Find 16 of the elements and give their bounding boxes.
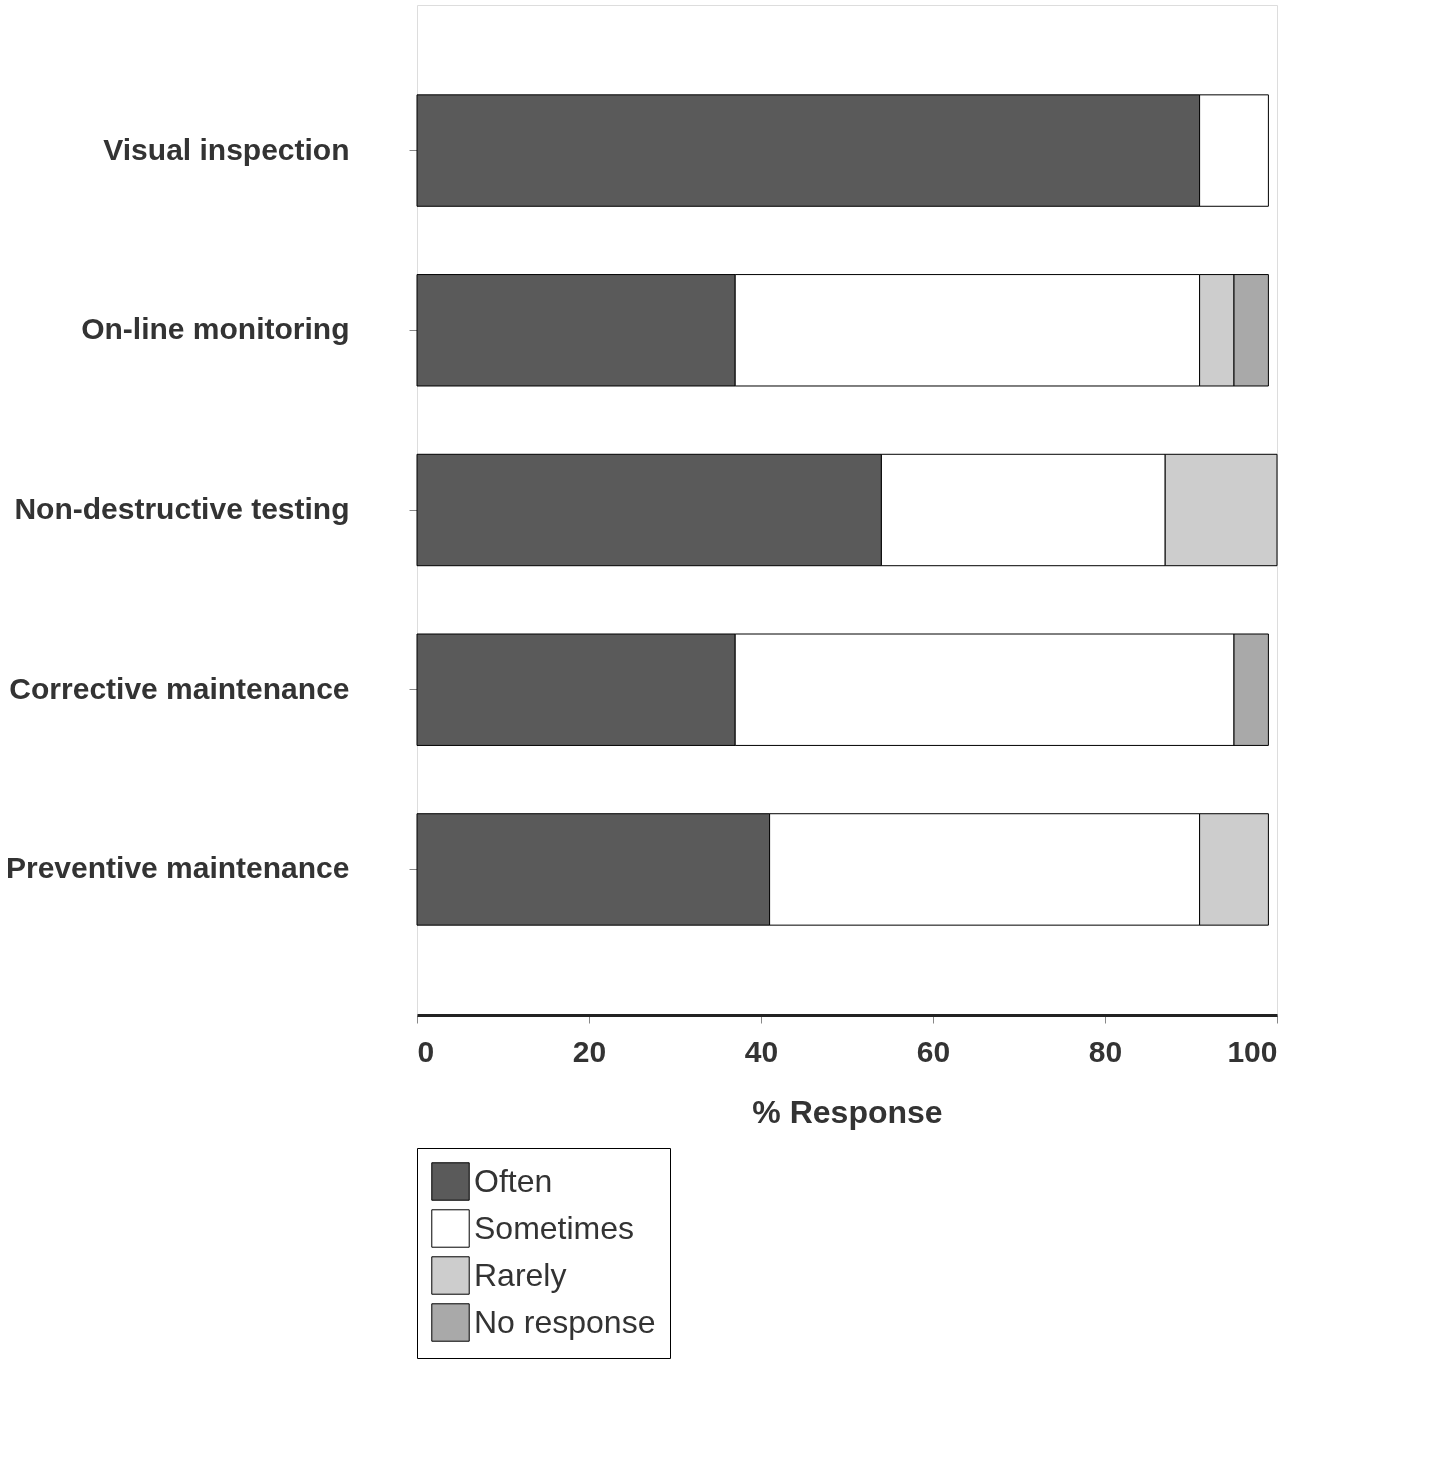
y-tick-label: Preventive maintenance — [6, 851, 350, 885]
y-tick-label: Non-destructive testing — [14, 492, 350, 525]
x-tick-label: 40 — [744, 1034, 779, 1068]
legend-label: Sometimes — [474, 1209, 635, 1246]
x-tick-label: 80 — [1088, 1034, 1123, 1068]
legend-label: Rarely — [474, 1256, 567, 1293]
x-tick-label: 20 — [572, 1034, 607, 1068]
legend-label: Often — [474, 1162, 553, 1199]
x-axis-title: % Response — [752, 1093, 943, 1130]
y-tick-label: Corrective maintenance — [9, 671, 350, 705]
x-tick-label: 100 — [1227, 1034, 1278, 1068]
x-tick-label: 0 — [417, 1034, 435, 1068]
x-tick-label: 60 — [916, 1034, 951, 1068]
y-tick-label: On-line monitoring — [81, 312, 350, 346]
legend-label: No response — [474, 1303, 656, 1340]
y-tick-label: Visual inspection — [103, 132, 350, 166]
